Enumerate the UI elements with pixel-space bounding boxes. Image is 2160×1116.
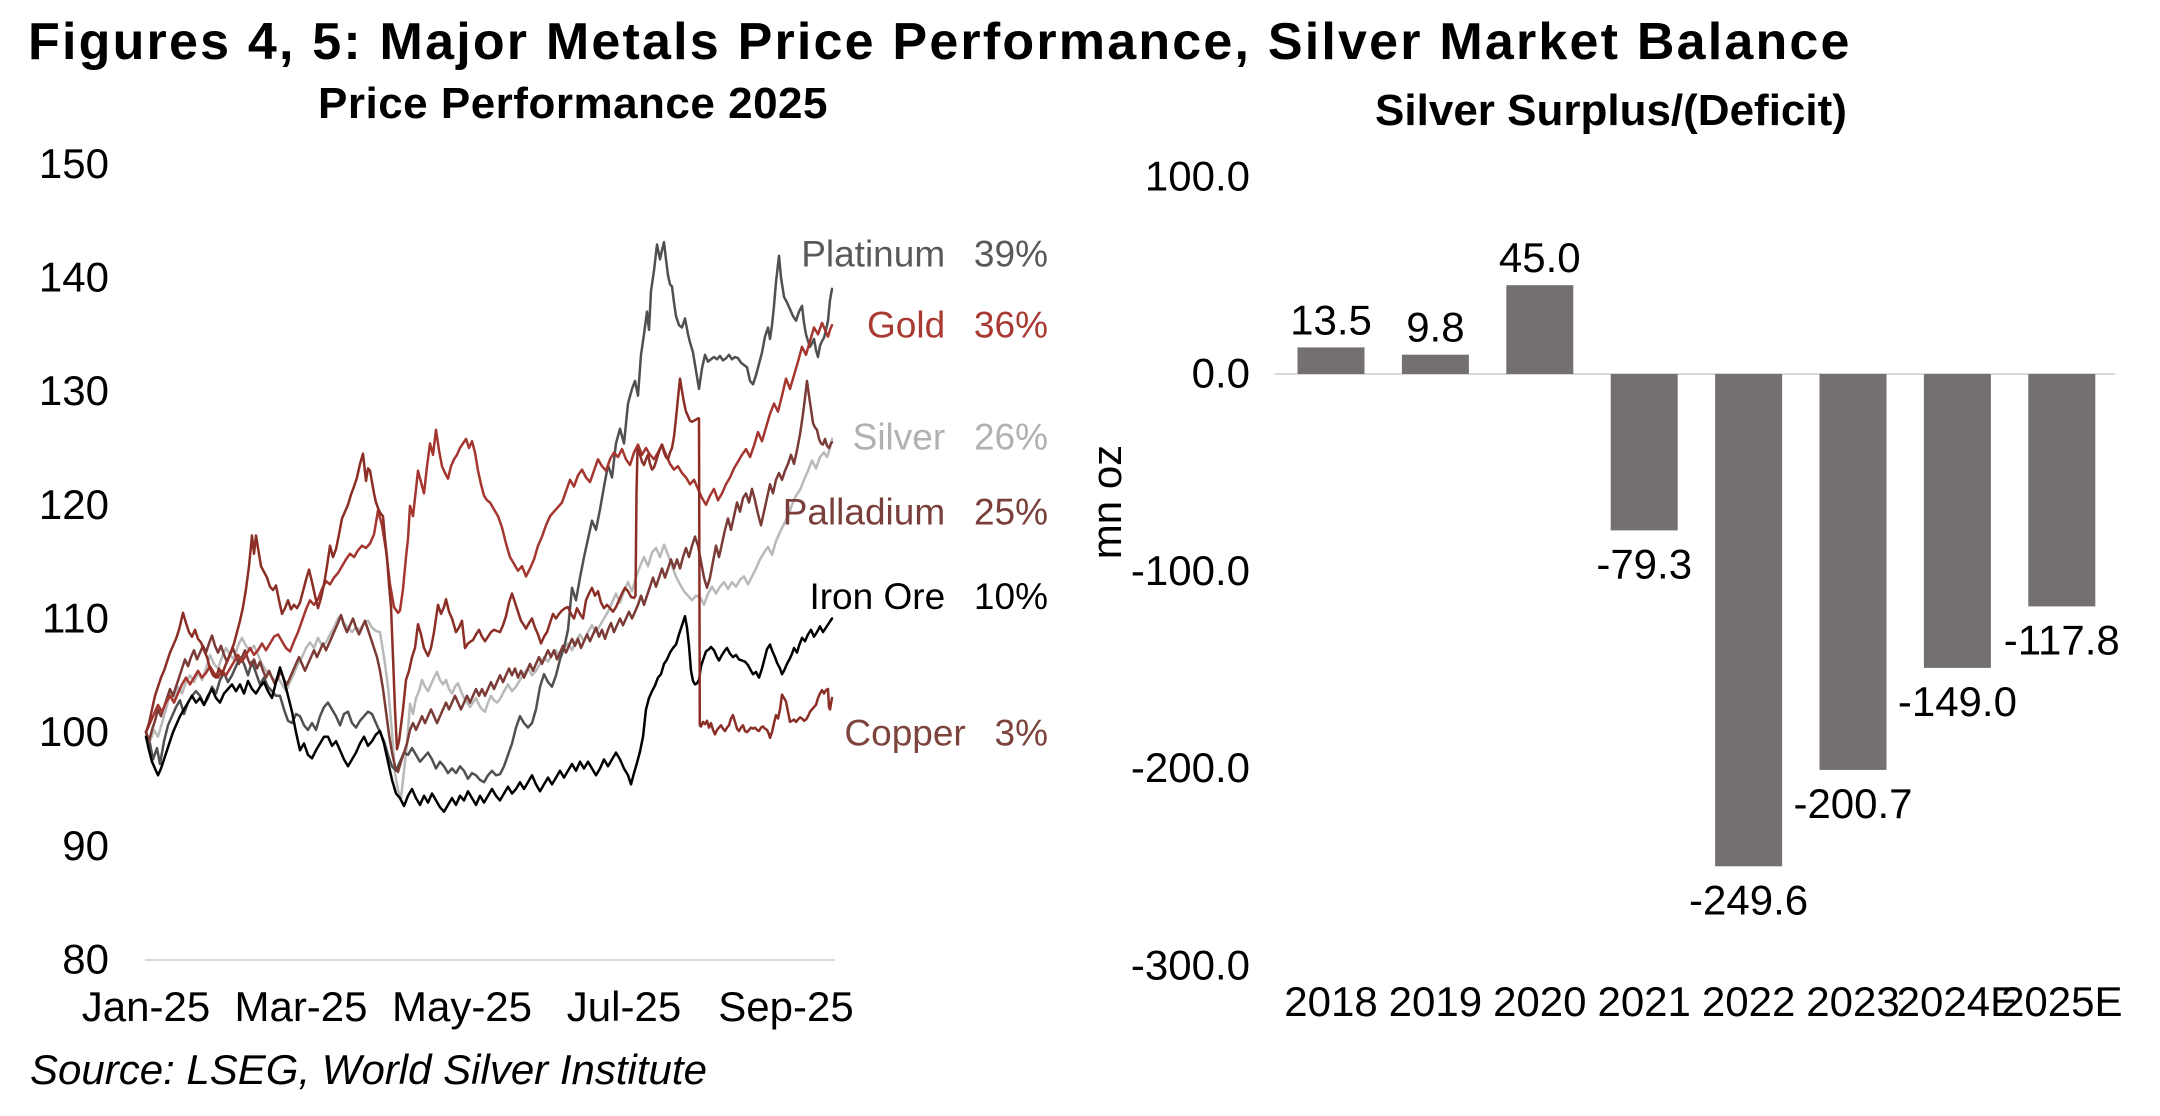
svg-text:2023: 2023: [1806, 978, 1899, 1025]
svg-text:Iron Ore 10%: Iron Ore 10%: [809, 576, 1048, 617]
svg-text:mn oz: mn oz: [1083, 445, 1130, 559]
svg-text:Silver 26%: Silver 26%: [853, 416, 1048, 457]
svg-text:130: 130: [39, 367, 109, 414]
svg-text:Silver Surplus/(Deficit): Silver Surplus/(Deficit): [1375, 86, 1847, 135]
svg-text:2019: 2019: [1389, 978, 1482, 1025]
svg-text:Sep-25: Sep-25: [718, 983, 853, 1030]
svg-text:Price Performance 2025: Price Performance 2025: [318, 79, 828, 128]
svg-text:80: 80: [62, 936, 109, 983]
svg-text:-200.0: -200.0: [1131, 744, 1250, 791]
svg-text:-149.0: -149.0: [1898, 678, 2017, 725]
svg-text:90: 90: [62, 822, 109, 869]
svg-text:2020: 2020: [1493, 978, 1586, 1025]
svg-text:Gold 36%: Gold 36%: [867, 305, 1048, 346]
svg-text:-117.8: -117.8: [2004, 616, 2120, 663]
svg-text:Jul-25: Jul-25: [567, 983, 681, 1030]
svg-text:2025E: 2025E: [2001, 978, 2122, 1025]
svg-text:-249.6: -249.6: [1689, 876, 1808, 923]
svg-text:13.5: 13.5: [1290, 296, 1372, 343]
svg-text:-79.3: -79.3: [1596, 540, 1692, 587]
svg-text:Mar-25: Mar-25: [234, 983, 367, 1030]
svg-text:Palladium 25%: Palladium 25%: [783, 492, 1048, 533]
svg-text:Copper 3%: Copper 3%: [844, 713, 1048, 754]
svg-text:Figures 4, 5: Major Metals Pri: Figures 4, 5: Major Metals Price Perform…: [28, 13, 1852, 71]
svg-text:120: 120: [39, 481, 109, 528]
svg-text:140: 140: [39, 254, 109, 301]
svg-text:-100.0: -100.0: [1131, 547, 1250, 594]
svg-text:150: 150: [39, 140, 109, 187]
svg-text:Platinum 39%: Platinum 39%: [801, 234, 1048, 275]
svg-text:-200.7: -200.7: [1793, 780, 1912, 827]
svg-text:-300.0: -300.0: [1131, 941, 1250, 988]
svg-text:45.0: 45.0: [1499, 234, 1581, 281]
svg-text:2021: 2021: [1597, 978, 1690, 1025]
svg-text:110: 110: [42, 595, 109, 642]
svg-text:100.0: 100.0: [1145, 152, 1250, 199]
svg-text:9.8: 9.8: [1406, 304, 1464, 351]
svg-text:2022: 2022: [1702, 978, 1795, 1025]
svg-text:Jan-25: Jan-25: [82, 983, 210, 1030]
svg-text:100: 100: [39, 708, 109, 755]
svg-text:2024E: 2024E: [1897, 978, 2018, 1025]
svg-text:Source: LSEG, World Silver Ins: Source: LSEG, World Silver Institute: [30, 1046, 707, 1093]
svg-text:2018: 2018: [1284, 978, 1377, 1025]
svg-text:0.0: 0.0: [1192, 350, 1250, 397]
svg-text:May-25: May-25: [392, 983, 532, 1030]
